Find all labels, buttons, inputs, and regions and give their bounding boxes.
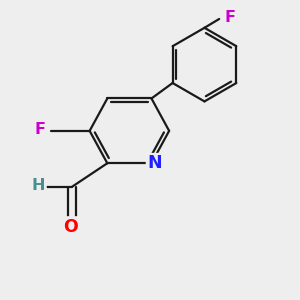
Text: F: F	[35, 122, 46, 137]
Text: F: F	[224, 10, 235, 25]
Text: O: O	[63, 218, 78, 236]
Text: N: N	[147, 154, 162, 172]
Text: H: H	[32, 178, 46, 193]
